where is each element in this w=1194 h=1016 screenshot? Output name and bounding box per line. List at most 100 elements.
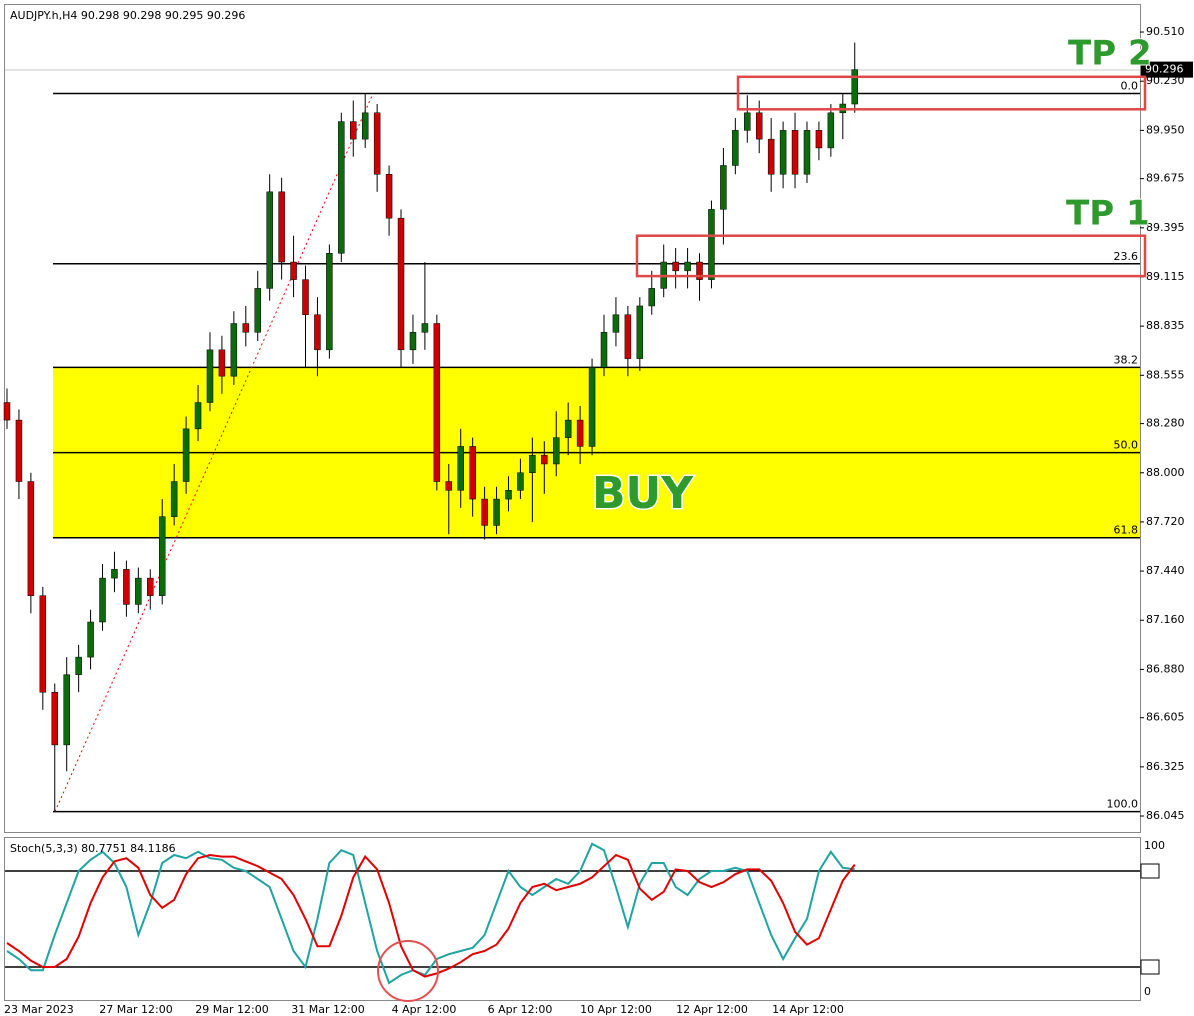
candle-body	[552, 437, 560, 465]
buy-label: BUY	[592, 468, 694, 519]
candle-body	[27, 481, 35, 596]
candle-body	[421, 323, 429, 333]
candle-body	[744, 112, 751, 131]
candle-body	[206, 349, 214, 403]
candle-body	[182, 428, 190, 482]
stoch-level-box	[1140, 863, 1160, 879]
candle-body	[648, 288, 656, 307]
y-tick-label: 87.160	[1146, 613, 1185, 626]
y-tick-label: 88.555	[1146, 368, 1185, 381]
candle-body	[338, 121, 345, 254]
candle-body	[684, 261, 691, 272]
candle-body	[409, 332, 417, 351]
candle-body	[397, 217, 405, 351]
y-tick-label: 86.880	[1146, 662, 1185, 675]
x-tick-label: 10 Apr 12:00	[580, 1003, 652, 1016]
candle-body	[63, 674, 70, 746]
candle-body	[314, 314, 321, 351]
stoch-header: Stoch(5,3,3) 80.7751 84.1186	[10, 842, 176, 855]
fib-label: 100.0	[1107, 798, 1139, 811]
candle-body	[194, 402, 202, 430]
fib-trend	[54, 93, 374, 812]
candle-body	[732, 130, 739, 166]
candle-body	[242, 323, 250, 333]
price-tag	[1141, 61, 1193, 78]
candle-body	[254, 288, 261, 333]
candle-body	[445, 481, 453, 491]
symbol-header: AUDJPY.h,H4 90.298 90.298 90.295 90.296	[10, 9, 245, 22]
candle-body	[99, 577, 106, 623]
candle-body	[708, 209, 715, 280]
fib-label: 61.8	[1114, 524, 1139, 537]
candle-body	[481, 498, 488, 526]
candle-body	[230, 323, 238, 377]
stoch-tick-label: 100	[1144, 839, 1165, 852]
candle-body	[493, 498, 500, 526]
candle-body	[170, 481, 178, 517]
candle-body	[433, 323, 441, 482]
candle-body	[123, 569, 130, 605]
candle-body	[576, 419, 584, 447]
candle-body	[75, 656, 82, 675]
candle-body	[326, 253, 333, 351]
fib-label: 38.2	[1114, 353, 1139, 366]
x-tick-label: 14 Apr 12:00	[772, 1003, 844, 1016]
y-tick-label: 87.720	[1146, 515, 1185, 528]
stoch-line	[6, 842, 855, 985]
candle-body	[564, 419, 572, 438]
candle-body	[767, 138, 775, 175]
y-tick-label: 88.000	[1146, 466, 1185, 479]
candle-body	[779, 130, 787, 175]
candle-body	[588, 367, 596, 447]
candle-body	[720, 165, 727, 210]
candle-body	[266, 191, 273, 289]
x-tick-label: 31 Mar 12:00	[291, 1003, 364, 1016]
candle-body	[373, 112, 381, 175]
candle-body	[791, 130, 799, 175]
y-tick-label: 89.395	[1146, 221, 1185, 234]
candle-body	[290, 261, 297, 280]
candle-body	[505, 490, 512, 500]
stoch-level-box	[1140, 959, 1160, 975]
y-tick-label: 89.115	[1146, 270, 1185, 283]
x-tick-label: 23 Mar 2023	[4, 1003, 74, 1016]
highlight-circle	[377, 940, 439, 1002]
stoch-tick-label: 0	[1144, 985, 1151, 998]
candle-body	[361, 112, 369, 140]
candle-body	[672, 261, 679, 272]
fib-label: 0.0	[1121, 79, 1139, 92]
candle-body	[624, 314, 632, 359]
candle-body	[135, 577, 142, 605]
candle-body	[612, 314, 620, 333]
candle-body	[51, 691, 59, 746]
y-tick-label: 88.280	[1146, 417, 1185, 430]
candle-body	[469, 446, 476, 500]
candle-body	[457, 446, 464, 491]
candle-body	[39, 595, 47, 693]
candle-body	[815, 130, 823, 149]
x-tick-label: 12 Apr 12:00	[676, 1003, 748, 1016]
candle-body	[529, 454, 536, 474]
candle-body	[302, 279, 309, 315]
tp-box	[635, 234, 1147, 278]
y-tick-label: 90.510	[1146, 25, 1185, 38]
candle-body	[755, 112, 763, 140]
candle-body	[600, 332, 608, 368]
candle-body	[851, 69, 858, 105]
candle-body	[3, 402, 11, 421]
candle-body	[385, 174, 393, 219]
candle-body	[696, 261, 703, 280]
candle-body	[803, 130, 811, 175]
candle-body	[517, 472, 524, 491]
y-tick-label: 86.045	[1146, 809, 1185, 822]
candle-body	[87, 621, 94, 658]
y-tick-label: 86.605	[1146, 711, 1185, 724]
candle-body	[15, 419, 23, 482]
candle-body	[218, 349, 226, 377]
y-tick-label: 87.440	[1146, 564, 1185, 577]
candle-body	[636, 305, 644, 359]
y-tick-label: 89.675	[1146, 172, 1185, 185]
x-tick-label: 4 Apr 12:00	[392, 1003, 457, 1016]
candle-body	[541, 454, 548, 465]
candle-body	[158, 516, 166, 596]
